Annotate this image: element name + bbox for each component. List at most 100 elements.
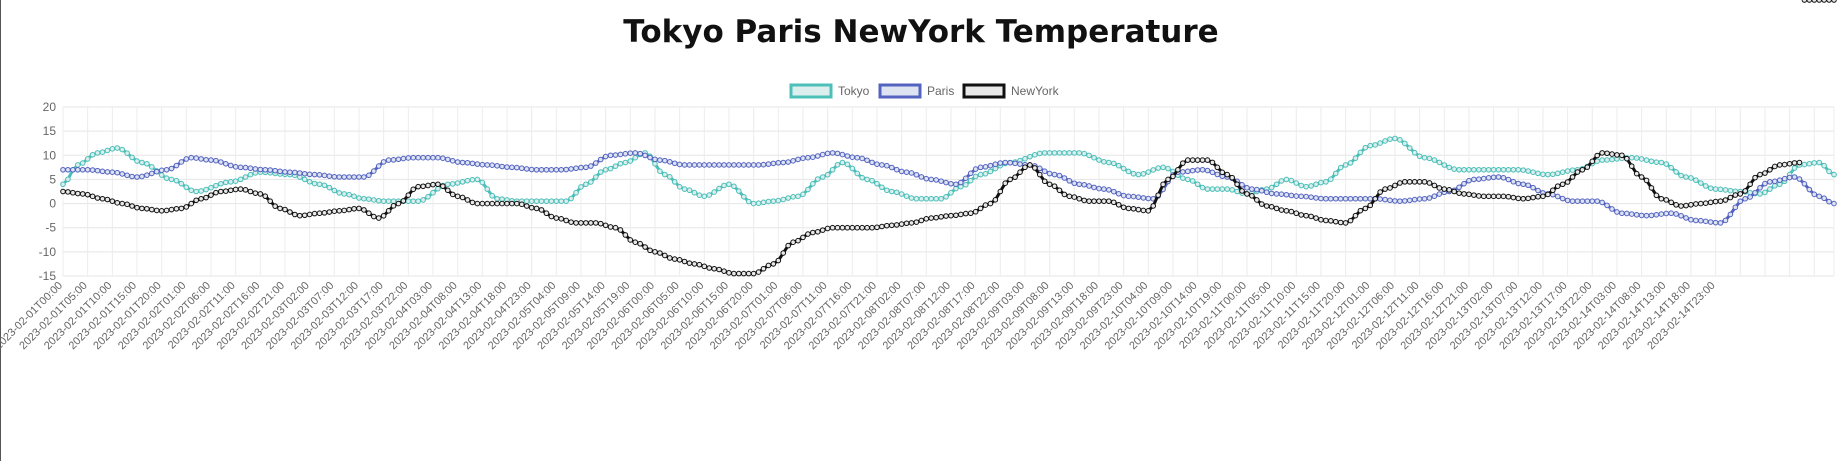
data-point-tokyo xyxy=(1229,187,1235,193)
data-point-newyork xyxy=(1683,202,1689,209)
data-point-tokyo xyxy=(356,195,362,201)
data-point-newyork xyxy=(790,239,796,245)
data-point-newyork xyxy=(1268,203,1275,210)
data-point-paris xyxy=(1332,195,1339,202)
data-point-newyork xyxy=(1554,183,1561,189)
data-point-newyork xyxy=(1224,171,1231,178)
data-point-paris xyxy=(962,175,969,182)
data-point-newyork xyxy=(1194,157,1201,163)
data-point-paris xyxy=(1717,220,1724,226)
data-point-tokyo xyxy=(1106,159,1112,166)
data-point-paris xyxy=(1249,186,1255,192)
data-point-paris xyxy=(469,160,476,167)
data-point-tokyo xyxy=(301,176,308,183)
data-point-tokyo xyxy=(149,164,155,170)
data-point-tokyo xyxy=(1471,166,1477,173)
data-point-newyork xyxy=(1520,195,1527,202)
data-point-newyork xyxy=(785,242,791,249)
data-point-paris xyxy=(385,157,392,163)
data-point-tokyo xyxy=(375,197,382,204)
y-tick-label: 15 xyxy=(43,124,57,138)
data-point-newyork xyxy=(1584,164,1591,170)
data-point-newyork xyxy=(301,212,308,219)
data-point-paris xyxy=(1002,159,1009,166)
data-point-newyork xyxy=(533,205,540,212)
data-point-tokyo xyxy=(1328,176,1334,182)
data-point-tokyo xyxy=(1668,164,1675,171)
data-point-tokyo xyxy=(1283,176,1290,183)
data-point-paris xyxy=(1505,176,1512,183)
data-point-tokyo xyxy=(119,146,125,153)
data-point-tokyo xyxy=(982,170,989,177)
data-point-tokyo xyxy=(533,198,540,204)
data-point-paris xyxy=(553,166,560,173)
data-point-paris xyxy=(879,162,885,168)
data-point-tokyo xyxy=(203,186,209,193)
data-point-paris xyxy=(736,162,742,168)
data-point-newyork xyxy=(1377,189,1383,195)
data-point-paris xyxy=(1648,212,1655,219)
data-point-newyork xyxy=(1495,193,1502,200)
data-point-newyork xyxy=(1781,161,1788,168)
data-point-paris xyxy=(869,159,875,166)
data-point-tokyo xyxy=(144,160,150,167)
data-point-newyork xyxy=(267,198,273,204)
data-point-newyork xyxy=(1145,208,1152,214)
data-point-tokyo xyxy=(1653,159,1660,165)
data-point-paris xyxy=(267,167,273,173)
data-point-tokyo xyxy=(168,176,175,183)
data-point-tokyo xyxy=(1638,156,1645,162)
data-point-tokyo xyxy=(676,184,683,190)
data-point-paris xyxy=(464,159,471,166)
data-point-paris xyxy=(119,171,125,177)
data-point-paris xyxy=(504,164,510,170)
data-point-paris xyxy=(208,157,214,163)
legend[interactable]: Tokyo Paris NewYork xyxy=(789,83,1060,99)
data-point-newyork xyxy=(731,270,737,277)
data-point-newyork xyxy=(1550,187,1556,194)
data-point-newyork xyxy=(987,200,994,207)
data-point-paris xyxy=(676,161,683,168)
data-point-tokyo xyxy=(1298,182,1305,189)
data-point-tokyo xyxy=(612,163,619,169)
data-point-paris xyxy=(178,159,185,165)
data-point-paris xyxy=(1184,168,1191,175)
data-point-paris xyxy=(745,162,752,168)
data-point-newyork xyxy=(168,206,175,213)
data-point-newyork xyxy=(1816,0,1822,3)
data-point-newyork xyxy=(247,188,254,195)
legend-item-newyork[interactable]: NewYork xyxy=(962,83,1060,99)
data-point-newyork xyxy=(637,240,643,247)
data-point-newyork xyxy=(1406,179,1413,185)
data-point-paris xyxy=(726,162,732,168)
data-point-newyork xyxy=(1490,193,1497,200)
data-point-newyork xyxy=(380,212,387,219)
legend-item-tokyo[interactable]: Tokyo xyxy=(789,83,870,99)
data-point-newyork xyxy=(563,217,569,224)
data-point-paris xyxy=(1071,180,1078,187)
data-point-paris xyxy=(356,174,362,180)
data-point-paris xyxy=(888,164,895,171)
data-point-paris xyxy=(390,157,397,163)
data-point-paris xyxy=(109,169,116,175)
data-point-tokyo xyxy=(1707,185,1714,191)
data-point-tokyo xyxy=(1061,150,1068,156)
data-point-paris xyxy=(1589,198,1596,204)
data-point-newyork xyxy=(701,263,708,270)
data-point-paris xyxy=(1273,191,1280,197)
data-point-tokyo xyxy=(311,180,318,187)
data-point-paris xyxy=(454,159,461,165)
data-point-newyork xyxy=(1392,182,1398,189)
data-point-paris xyxy=(1480,175,1487,182)
data-point-tokyo xyxy=(218,180,224,187)
data-point-newyork xyxy=(208,192,214,198)
data-point-paris xyxy=(1140,195,1147,201)
data-point-newyork xyxy=(1066,193,1073,200)
data-point-paris xyxy=(800,155,806,161)
data-point-tokyo xyxy=(1436,159,1443,166)
data-point-tokyo xyxy=(1046,150,1053,156)
data-point-tokyo xyxy=(1564,168,1571,174)
legend-item-paris[interactable]: Paris xyxy=(878,83,954,99)
data-point-paris xyxy=(213,157,219,164)
